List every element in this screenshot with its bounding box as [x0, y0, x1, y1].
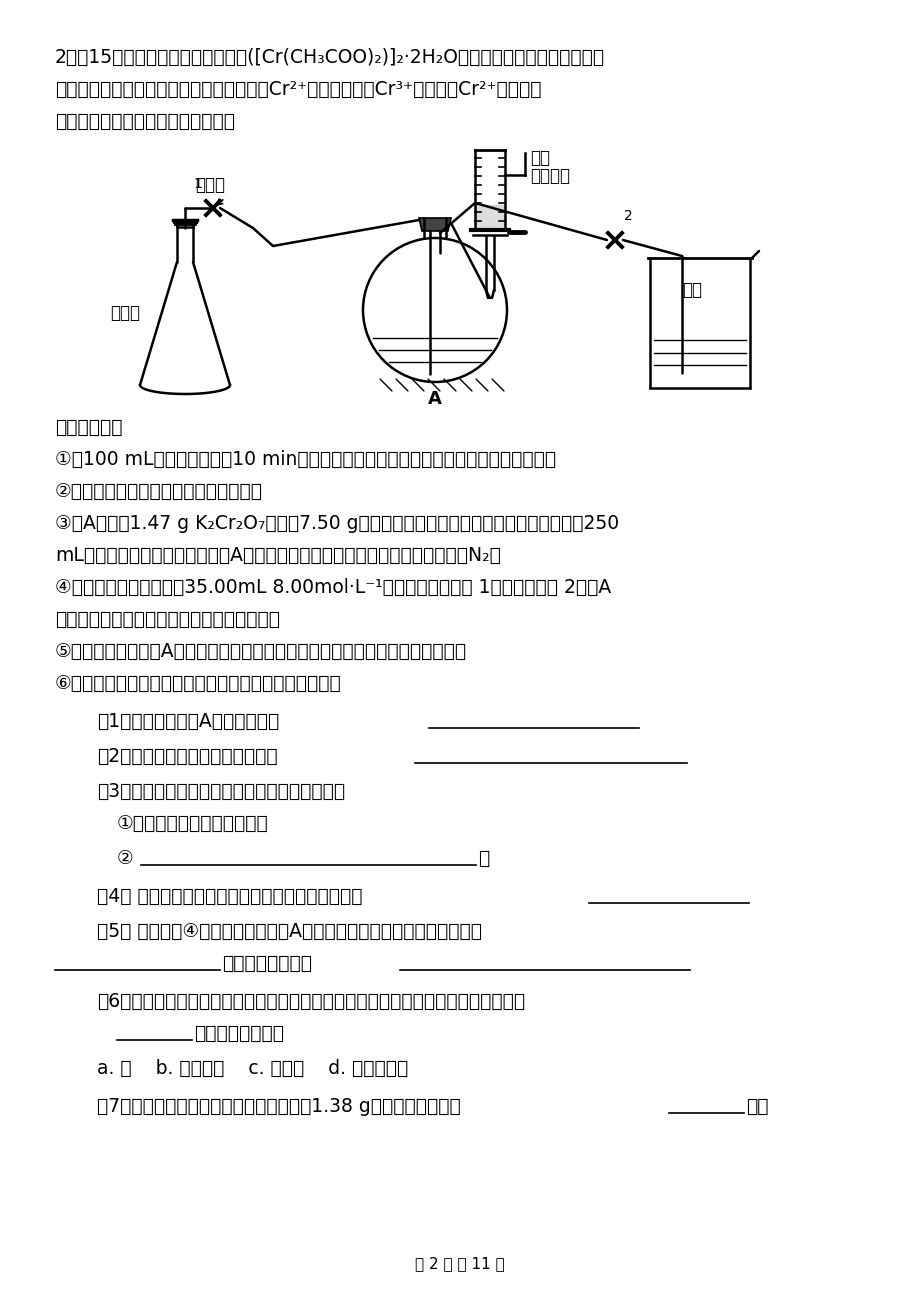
- Text: 弹簧夹: 弹簧夹: [195, 176, 225, 194]
- Text: ；: ；: [478, 849, 489, 868]
- Text: 为蓝色）。如下步骤制备醋酸亚铬：: 为蓝色）。如下步骤制备醋酸亚铬：: [55, 112, 234, 132]
- Text: ⑥过滤、洗涤和干燥，获得醋酸亚铬晶体。回答下列问题: ⑥过滤、洗涤和干燥，获得醋酸亚铬晶体。回答下列问题: [55, 674, 341, 693]
- Text: 2．（15分）已知：醋酸亚铬水合物([Cr(CH₃COO)₂)]₂·2H₂O（其中铬元素为二价）是红棕: 2．（15分）已知：醋酸亚铬水合物([Cr(CH₃COO)₂)]₂·2H₂O（其…: [55, 48, 605, 66]
- Text: ％。: ％。: [745, 1098, 767, 1116]
- Text: （填字母序号）。: （填字母序号）。: [194, 1023, 284, 1043]
- Text: 滴液漏斗: 滴液漏斗: [529, 167, 570, 185]
- Text: 内滴加盐酸，控制滴加速率使反应平稳进行。: 内滴加盐酸，控制滴加速率使反应平稳进行。: [55, 611, 279, 629]
- Text: ④在恒压滴液漏斗中放入35.00mL 8.00mol·L⁻¹盐酸，夹紧弹簧夹 1，打开弹簧夹 2，向A: ④在恒压滴液漏斗中放入35.00mL 8.00mol·L⁻¹盐酸，夹紧弹簧夹 1…: [55, 578, 610, 598]
- Text: ②按如图连接好仪器，检查装置气密性。: ②按如图连接好仪器，检查装置气密性。: [55, 482, 263, 501]
- Text: mL烧杯中放蒸馏水，塞紧瓶塞，A内的导管要伸到瓶底。向装置中通入一段时间N₂。: mL烧杯中放蒸馏水，塞紧瓶塞，A内的导管要伸到瓶底。向装置中通入一段时间N₂。: [55, 546, 500, 565]
- Text: ⑤待反应结束后，将A中液体转移到锥形瓶中，可见锥形瓶内有红棕色晶体析出。: ⑤待反应结束后，将A中液体转移到锥形瓶中，可见锥形瓶内有红棕色晶体析出。: [55, 642, 467, 661]
- Text: 恒压: 恒压: [529, 148, 550, 167]
- Text: ［实验步骤］: ［实验步骤］: [55, 418, 122, 437]
- Text: （2）简述如何检查该装置的气密性: （2）简述如何检查该装置的气密性: [96, 747, 278, 766]
- Text: （3）恒压滴液漏斗对比分液漏斗，显著的优点：: （3）恒压滴液漏斗对比分液漏斗，显著的优点：: [96, 783, 345, 801]
- Text: A: A: [427, 391, 441, 408]
- Text: ①将100 mL蒸馏水加热煮沸10 min后，隔绝空气冷却制备无氧水，配制实验所需溶液。: ①将100 mL蒸馏水加热煮沸10 min后，隔绝空气冷却制备无氧水，配制实验所…: [55, 450, 555, 469]
- Polygon shape: [418, 217, 450, 230]
- Text: 反应完成的标志是: 反应完成的标志是: [221, 954, 312, 973]
- Text: 烧杯: 烧杯: [681, 281, 701, 299]
- Text: （4） 本实验中所有配制溶液的水需煮沸，其原因是: （4） 本实验中所有配制溶液的水需煮沸，其原因是: [96, 887, 362, 906]
- Text: 1: 1: [193, 177, 201, 191]
- Text: a. 水    b. 无水乙醇    c. 稀盐酸    d. 氯化钠溶液: a. 水 b. 无水乙醇 c. 稀盐酸 d. 氯化钠溶液: [96, 1059, 408, 1078]
- Text: 第 2 页 共 11 页: 第 2 页 共 11 页: [414, 1256, 505, 1271]
- Text: （7）最后获得的无水醋酸亚铬产品质量为1.38 g，则产品的产率为: （7）最后获得的无水醋酸亚铬产品质量为1.38 g，则产品的产率为: [96, 1098, 460, 1116]
- Text: 锥形瓶: 锥形瓶: [110, 303, 140, 322]
- Text: ③在A中放入1.47 g K₂Cr₂O₇粉末、7.50 g锌丝（过量），锥形瓶中放冷的醋酸钠溶液，250: ③在A中放入1.47 g K₂Cr₂O₇粉末、7.50 g锌丝（过量），锥形瓶中…: [55, 514, 618, 533]
- Text: ①更好地控制溶液滴入的速率: ①更好地控制溶液滴入的速率: [117, 814, 268, 833]
- Text: （6）实验中最困难的步骤是晶体的过滤和洗涤。洗涤产品时，最好选用以下试剂中的: （6）实验中最困难的步骤是晶体的过滤和洗涤。洗涤产品时，最好选用以下试剂中的: [96, 992, 525, 1010]
- Text: 2: 2: [623, 210, 632, 223]
- Text: （1）上图装置中，A仪器的名称为: （1）上图装置中，A仪器的名称为: [96, 712, 279, 730]
- Text: 色晶体，不溶于水，微溶于醇，在潮湿时，Cr²⁺极易被氧化成Cr³⁺（备注：Cr²⁺在溶液中: 色晶体，不溶于水，微溶于醇，在潮湿时，Cr²⁺极易被氧化成Cr³⁺（备注：Cr²…: [55, 79, 541, 99]
- Text: ②: ②: [117, 849, 133, 868]
- Text: （5） 实验步骤④滴入盐酸后，装置A的溶液中所发生反应的离子方程式为: （5） 实验步骤④滴入盐酸后，装置A的溶液中所发生反应的离子方程式为: [96, 922, 482, 941]
